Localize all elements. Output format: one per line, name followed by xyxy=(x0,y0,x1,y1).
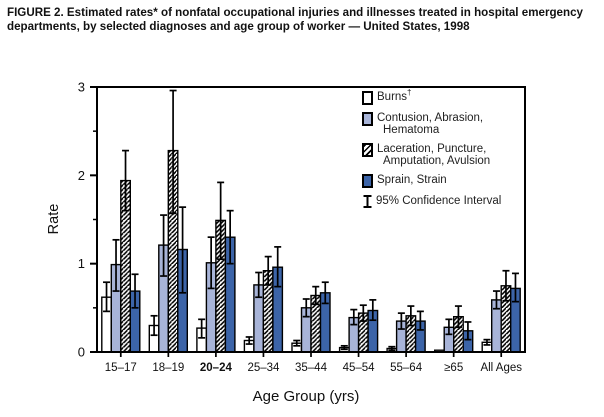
x-category-label: All Ages xyxy=(480,362,522,374)
legend-item-laceration: Laceration, Puncture, Amputation, Avulsio… xyxy=(362,143,527,167)
x-category-label: 45–54 xyxy=(343,362,376,374)
ci-burns-0 xyxy=(103,281,111,313)
ci-contusion-7 xyxy=(445,318,453,336)
ci-laceration-8 xyxy=(502,269,510,302)
legend-item-burns: Burns† xyxy=(362,88,527,105)
ci-sprain-4 xyxy=(321,281,329,305)
contusion-swatch-icon xyxy=(362,112,373,126)
legend-item-sprain: Sprain, Strain xyxy=(362,174,527,188)
ci-burns-2 xyxy=(198,318,206,339)
ci-contusion-0 xyxy=(112,238,120,292)
ci-sprain-8 xyxy=(511,272,519,303)
y-tick-label: 3 xyxy=(78,80,85,95)
ci-contusion-3 xyxy=(255,271,263,299)
x-category-labels-group: 15–17 18–19 20–24 25–34 35–44 45–54 55–64 ≥65 Al… xyxy=(105,362,522,374)
x-category-label: 35–44 xyxy=(295,362,328,374)
error-bars-group xyxy=(103,89,519,352)
figure-title: FIGURE 2. Estimated rates* of nonfatal o… xyxy=(7,6,583,33)
ci-sprain-5 xyxy=(369,299,377,322)
x-category-label: 25–34 xyxy=(247,362,280,374)
burns-swatch-icon xyxy=(362,91,373,105)
ci-laceration-5 xyxy=(359,304,367,322)
ci-sprain-1 xyxy=(179,206,187,294)
x-category-label: ≥65 xyxy=(444,362,463,374)
sprain-swatch-icon xyxy=(362,174,373,188)
legend-label-confidence-interval: 95% Confidence Interval xyxy=(376,195,502,207)
y-tick-label: 2 xyxy=(78,168,85,183)
dagger-superscript: † xyxy=(407,88,412,98)
ci-sprain-0 xyxy=(131,273,139,309)
axis-ticks-group xyxy=(90,86,503,357)
ci-contusion-2 xyxy=(207,236,215,290)
legend-label-sprain: Sprain, Strain xyxy=(377,174,447,186)
x-category-label: 20–24 xyxy=(200,362,233,374)
y-tick-label: 0 xyxy=(78,345,85,360)
ci-sprain-7 xyxy=(464,321,472,341)
legend-label-burns: Burns† xyxy=(377,88,412,103)
legend-label-contusion: Contusion, Abrasion, Hematoma xyxy=(377,112,484,136)
ci-sprain-6 xyxy=(416,310,424,331)
legend-label-laceration: Laceration, Puncture, Amputation, Avulsio… xyxy=(377,143,491,167)
legend-item-confidence-interval: 95% Confidence Interval xyxy=(362,195,527,208)
x-axis-label: Age Group (yrs) xyxy=(253,388,360,405)
ci-burns-4 xyxy=(293,339,301,347)
confidence-interval-icon xyxy=(363,195,372,208)
x-category-label: 15–17 xyxy=(105,362,137,374)
y-tick-label: 1 xyxy=(78,256,85,271)
y-tick-labels-group: 0 1 2 3 xyxy=(78,80,85,360)
ci-contusion-1 xyxy=(160,214,168,277)
legend-item-contusion: Contusion, Abrasion, Hematoma xyxy=(362,112,527,136)
ci-laceration-0 xyxy=(122,149,130,212)
ci-laceration-7 xyxy=(454,305,462,329)
ci-contusion-8 xyxy=(492,290,500,310)
y-axis-label: Rate xyxy=(46,204,62,235)
ci-laceration-6 xyxy=(407,305,415,327)
ci-burns-6 xyxy=(388,345,396,352)
laceration-swatch-icon xyxy=(362,143,373,157)
ci-laceration-1 xyxy=(169,89,177,215)
ci-burns-8 xyxy=(483,338,491,346)
x-category-label: 18–19 xyxy=(152,362,184,374)
ci-burns-1 xyxy=(150,314,158,337)
x-category-label: 55–64 xyxy=(390,362,423,374)
ci-laceration-2 xyxy=(217,181,225,261)
ci-burns-5 xyxy=(340,344,348,351)
ci-contusion-5 xyxy=(350,308,358,326)
ci-laceration-4 xyxy=(312,285,320,306)
ci-contusion-4 xyxy=(302,298,310,318)
ci-contusion-6 xyxy=(397,312,405,330)
ci-sprain-3 xyxy=(274,246,282,288)
ci-laceration-3 xyxy=(264,255,272,286)
ci-sprain-2 xyxy=(226,209,234,265)
ci-burns-3 xyxy=(245,336,253,345)
legend: Burns† Contusion, Abrasion, Hematoma Lacera… xyxy=(362,88,527,215)
